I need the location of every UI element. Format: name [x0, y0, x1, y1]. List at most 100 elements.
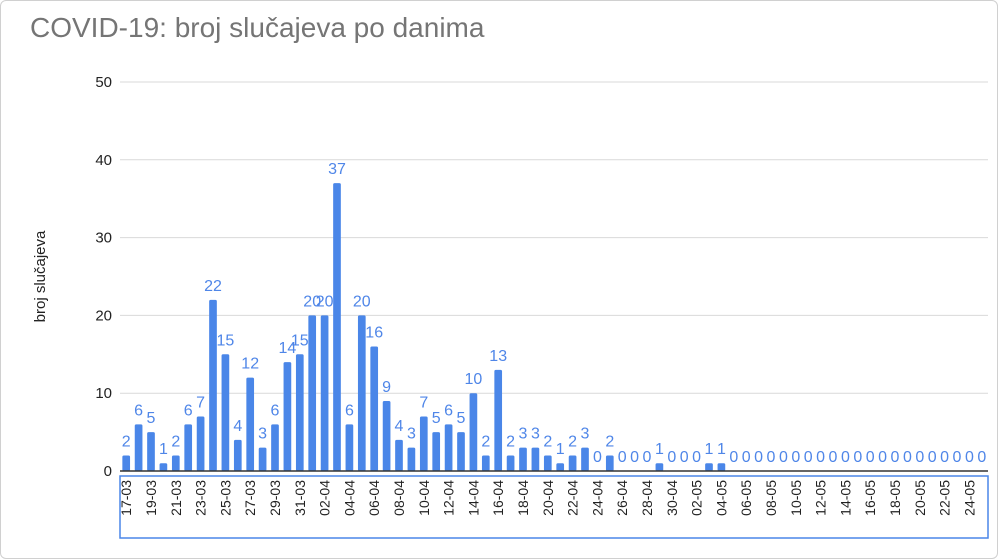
- data-label: 16: [365, 325, 383, 342]
- x-tick-label: 24-04: [589, 480, 605, 516]
- bar: [209, 299, 217, 471]
- bar: [605, 455, 614, 471]
- data-label: 20: [316, 293, 334, 310]
- data-label: 0: [692, 449, 701, 466]
- bar: [481, 455, 490, 471]
- x-tick-label: 25-03: [217, 480, 233, 516]
- bar: [147, 432, 155, 471]
- data-label: 0: [630, 449, 639, 466]
- data-label: 0: [853, 449, 862, 466]
- x-tick-label: 02-05: [689, 480, 705, 516]
- x-tick-label: 18-05: [887, 480, 903, 516]
- data-label: 0: [829, 449, 838, 466]
- data-label: 0: [779, 449, 788, 466]
- bar: [705, 463, 713, 471]
- data-label: 22: [204, 278, 222, 295]
- data-label: 0: [729, 449, 738, 466]
- data-label: 0: [928, 449, 937, 466]
- x-tick-label: 04-04: [341, 480, 357, 516]
- data-label: 12: [241, 356, 259, 373]
- x-tick-label: 06-05: [738, 480, 754, 516]
- data-label: 2: [605, 433, 614, 450]
- x-tick-label: 18-04: [515, 480, 531, 516]
- bar: [556, 463, 565, 471]
- data-label: 1: [655, 441, 664, 458]
- x-tick-label: 16-05: [862, 480, 878, 516]
- chart-title: COVID-19: broj slučajeva po danima: [30, 12, 485, 43]
- data-label: 0: [891, 449, 900, 466]
- x-tick-label: 20-05: [912, 480, 928, 516]
- bar: [717, 463, 726, 471]
- data-label: 1: [717, 441, 726, 458]
- bar: [196, 416, 205, 471]
- x-tick-label: 21-03: [168, 480, 184, 516]
- x-tick-label: 14-05: [837, 480, 853, 516]
- bar: [122, 455, 131, 471]
- x-tick-label: 08-05: [763, 480, 779, 516]
- bar: [221, 354, 230, 471]
- bar: [283, 362, 292, 471]
- bar: [432, 432, 441, 471]
- bar: [184, 424, 193, 471]
- data-label: 5: [147, 410, 156, 427]
- data-label: 7: [196, 395, 205, 412]
- x-tick-label: 16-04: [490, 480, 506, 516]
- data-label: 9: [382, 379, 391, 396]
- bar: [531, 447, 540, 471]
- bar: [469, 393, 478, 471]
- y-tick-label: 10: [95, 385, 112, 402]
- data-label: 5: [432, 410, 441, 427]
- x-tick-label: 24-05: [961, 480, 977, 516]
- bar: [568, 455, 577, 471]
- data-label: 6: [444, 402, 453, 419]
- data-label: 0: [878, 449, 887, 466]
- bar: [320, 315, 329, 471]
- data-label: 1: [705, 441, 714, 458]
- bar: [134, 424, 143, 471]
- bar: [382, 400, 391, 471]
- data-label: 15: [217, 332, 235, 349]
- x-tick-label: 17-03: [118, 480, 134, 516]
- data-label: 0: [804, 449, 813, 466]
- data-label: 2: [506, 433, 515, 450]
- bar: [357, 315, 366, 471]
- data-label: 6: [184, 402, 193, 419]
- data-label: 0: [618, 449, 627, 466]
- bar: [258, 447, 267, 471]
- data-label: 0: [742, 449, 751, 466]
- data-label: 0: [953, 449, 962, 466]
- bar: [419, 416, 428, 471]
- data-label: 0: [680, 449, 689, 466]
- bar: [295, 354, 304, 471]
- bar: [271, 424, 279, 471]
- data-label: 0: [841, 449, 850, 466]
- bar: [407, 447, 416, 471]
- bar: [345, 424, 354, 471]
- data-label: 6: [345, 402, 354, 419]
- x-tick-label: 30-04: [664, 480, 680, 516]
- data-label: 4: [395, 418, 404, 435]
- data-label: 0: [767, 449, 776, 466]
- data-label: 13: [489, 348, 507, 365]
- data-label: 6: [271, 402, 280, 419]
- data-label: 2: [481, 433, 490, 450]
- data-label: 0: [593, 449, 602, 466]
- x-tick-label: 08-04: [391, 480, 407, 516]
- data-label: 20: [303, 293, 321, 310]
- data-label: 1: [556, 441, 565, 458]
- bar: [581, 447, 589, 471]
- data-label: 3: [258, 426, 267, 443]
- data-label: 0: [791, 449, 800, 466]
- data-label: 3: [581, 426, 590, 443]
- bar: [506, 455, 515, 471]
- data-label: 0: [643, 449, 652, 466]
- bar: [333, 183, 341, 471]
- data-label: 20: [353, 293, 371, 310]
- x-tick-label: 06-04: [366, 480, 382, 516]
- data-label: 0: [965, 449, 974, 466]
- data-label: 10: [465, 371, 483, 388]
- data-label: 1: [159, 441, 168, 458]
- data-label: 6: [134, 402, 143, 419]
- bar: [494, 369, 503, 471]
